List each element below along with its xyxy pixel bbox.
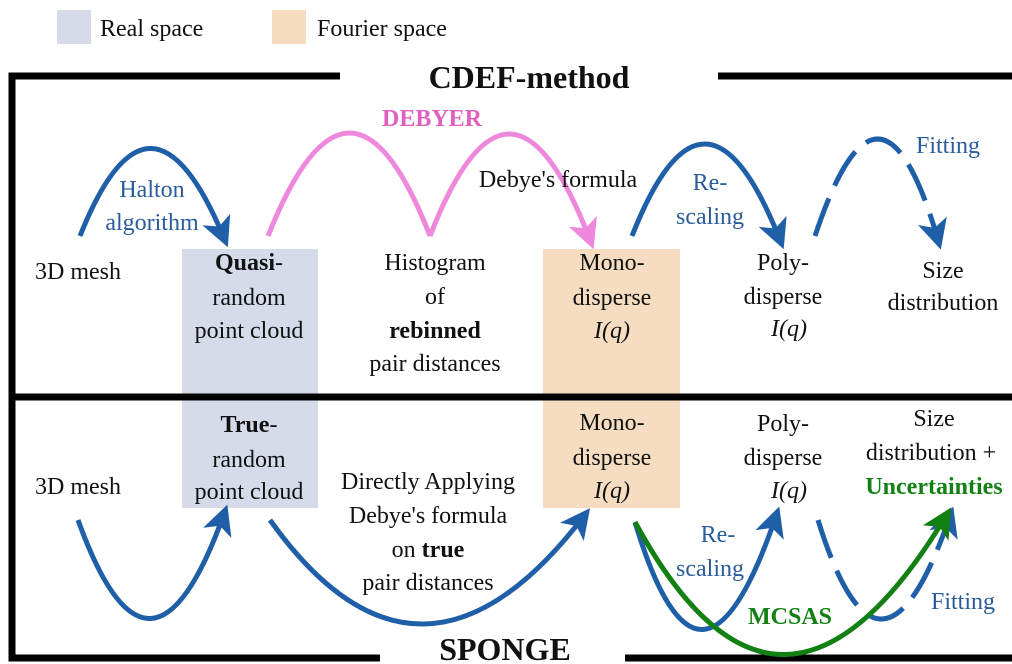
label: Directly Applying bbox=[341, 469, 515, 495]
label: random bbox=[212, 285, 286, 311]
label: Mono- bbox=[579, 250, 644, 276]
label: I(q) bbox=[593, 478, 630, 504]
legend-label: Fourier space bbox=[317, 16, 447, 42]
label: distribution bbox=[888, 290, 999, 316]
label: disperse bbox=[573, 445, 652, 471]
label: point cloud bbox=[195, 318, 304, 344]
label: I(q) bbox=[770, 316, 807, 342]
cdef-labels: 3D mesh Halton algorithm Quasi- random p… bbox=[35, 106, 998, 377]
label: disperse bbox=[744, 445, 823, 471]
label: Quasi- bbox=[215, 250, 283, 276]
label: pair distances bbox=[362, 570, 493, 596]
label: on true bbox=[392, 537, 465, 563]
label: Size bbox=[922, 258, 963, 284]
label: of bbox=[425, 284, 445, 310]
label: disperse bbox=[573, 285, 652, 311]
label: Fitting bbox=[931, 589, 995, 615]
label: I(q) bbox=[770, 478, 807, 504]
label: rebinned bbox=[389, 318, 481, 344]
real-space-box bbox=[182, 249, 318, 508]
label: Re- bbox=[701, 522, 736, 548]
section-title: SPONGE bbox=[439, 631, 571, 664]
label: random bbox=[212, 447, 286, 473]
label: distribution + bbox=[866, 440, 996, 466]
label: MCSAS bbox=[748, 604, 832, 630]
sponge-labels: 3D mesh True- random point cloud Directl… bbox=[35, 406, 1003, 630]
label: True- bbox=[221, 412, 278, 438]
label: pair distances bbox=[369, 351, 500, 377]
label: Fitting bbox=[916, 133, 980, 159]
label: I(q) bbox=[593, 318, 630, 344]
label: disperse bbox=[744, 284, 823, 310]
label: Re- bbox=[693, 170, 728, 196]
label: point cloud bbox=[195, 479, 304, 505]
label: Size bbox=[913, 406, 954, 432]
label: Poly- bbox=[757, 411, 809, 437]
label: algorithm bbox=[105, 210, 199, 236]
label: Poly- bbox=[757, 250, 809, 276]
label: 3D mesh bbox=[35, 259, 121, 285]
label: 3D mesh bbox=[35, 474, 121, 500]
label: scaling bbox=[676, 556, 744, 582]
label: Halton bbox=[119, 177, 184, 203]
section-title: CDEF-method bbox=[429, 59, 630, 95]
label: Mono- bbox=[579, 410, 644, 436]
label: Debye's formula bbox=[349, 503, 508, 529]
legend-label: Real space bbox=[100, 16, 203, 42]
label: Debye's formula bbox=[479, 167, 638, 193]
label: Uncertainties bbox=[865, 474, 1002, 500]
frame bbox=[8, 72, 1012, 662]
legend-swatch bbox=[272, 10, 306, 44]
label: Histogram bbox=[384, 250, 486, 276]
arrows bbox=[75, 130, 958, 657]
label: scaling bbox=[676, 204, 744, 230]
fourier-space-box bbox=[543, 249, 680, 508]
legend-swatch bbox=[57, 10, 91, 44]
label: DEBYER bbox=[382, 106, 483, 132]
